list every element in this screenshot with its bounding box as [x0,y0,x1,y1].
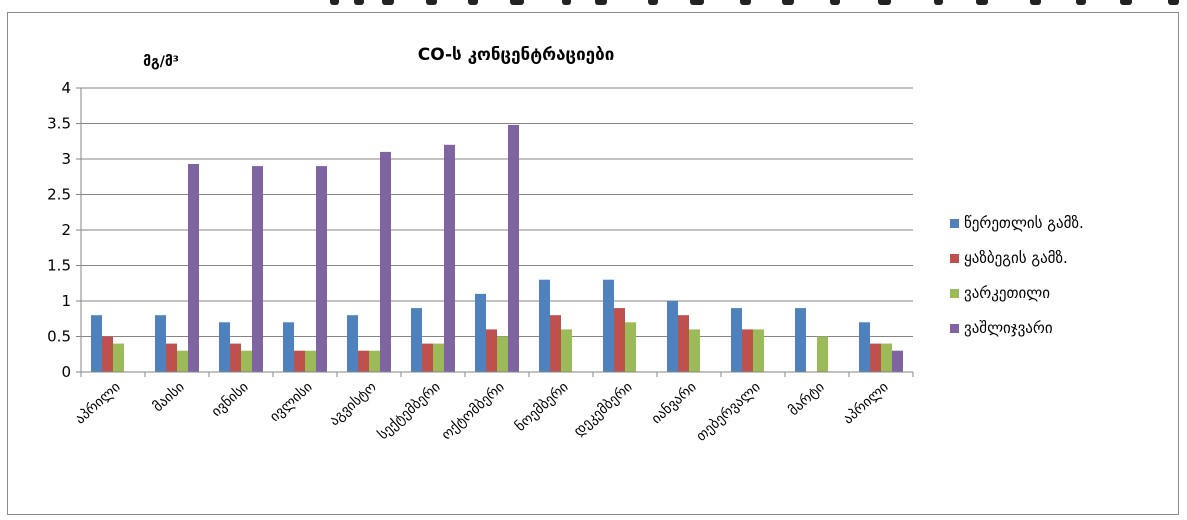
x-tick-label: მარტი [785,378,828,419]
legend-swatch [950,289,959,298]
bar [742,329,753,372]
y-tick-label: 0.5 [47,328,71,346]
bar [177,350,188,372]
x-tick-label: ნოემბერი [512,378,572,434]
axes [80,88,913,373]
bar [539,279,550,372]
legend-entry-label: ყაზბეგის გამზ. [964,249,1068,267]
bar [305,350,316,372]
legend-entry-label: ვაშლიჯვარი [964,319,1053,337]
bar [795,308,806,372]
bar [155,315,166,372]
legend-entry-label: წერეთლის გამზ. [964,214,1084,232]
x-tick-label: იანვარი [648,378,700,427]
legend-swatch [950,254,959,263]
bar [252,166,263,372]
bar [678,315,689,372]
x-tick-labels: აპრილი მაისი ივნისი ივლისი აგვისტოსექტემბერი… [72,378,892,444]
clipped-text-fragment [330,0,1187,7]
bar [422,343,433,372]
bar [347,315,358,372]
bar [188,163,199,372]
x-tick-label: აპრილი [72,378,124,427]
x-tick-label: ივლისი [267,379,316,425]
clipped-text-strokes [330,0,1179,5]
bar [859,322,870,372]
y-tick-label: 2 [61,221,71,239]
bar [817,336,828,372]
bar [625,322,636,372]
x-tick-label: აპრილი [840,378,892,427]
legend-swatch [950,219,959,228]
bar [497,336,508,372]
bar [380,151,391,372]
y-tick-label: 2.5 [47,186,71,204]
bar [316,166,327,372]
bar [475,293,486,372]
legend-swatch [950,324,959,333]
bar [689,329,700,372]
co-concentration-chart: CO-ს კონცენტრაციები მგ/მ³ 0 0.5 1 1.5 2 2.5 3 3… [47,45,1084,445]
bar [753,329,764,372]
y-tick-label: 3 [61,150,71,168]
bar [486,329,497,372]
y-tick-label: 1.5 [47,257,71,275]
x-tick-label: თებერვალი [693,378,764,444]
bar [294,350,305,372]
x-tick-label: მაისი [150,379,188,415]
y-tick-label: 4 [61,79,71,97]
y-tick-label: 1 [61,292,71,310]
x-tick-label: ოქტომბერი [438,378,508,443]
bars [91,124,903,372]
bar [166,343,177,372]
bar [881,343,892,372]
bar [113,343,124,372]
y-tick-label: 0 [61,363,71,381]
bar [230,343,241,372]
bar [358,350,369,372]
x-tick-label: ივნისი [209,379,252,420]
bar [444,144,455,372]
x-tick-label: აგვისტო [326,379,379,429]
bar [508,124,519,372]
bar [667,301,678,372]
bar [369,350,380,372]
bar [433,343,444,372]
bar [614,308,625,372]
legend-entry-label: ვარკეთილი [964,284,1050,302]
bar [411,308,422,372]
x-tick-label: სექტემბერი [374,378,443,443]
chart-title: CO-ს კონცენტრაციები [418,45,615,65]
x-tick-label: დეკემბერი [570,378,636,439]
bar [603,279,614,372]
bar [561,329,572,372]
y-axis-unit-label: მგ/მ³ [143,54,179,70]
bar [870,343,881,372]
bar [283,322,294,372]
y-tick-labels: 0 0.5 1 1.5 2 2.5 3 3.5 4 [47,79,71,381]
bar [550,315,561,372]
bar [91,315,102,372]
bar [102,336,113,372]
bar [241,350,252,372]
legend: წერეთლის გამზ. ყაზბეგის გამზ. ვარკეთილი ვაშ… [950,214,1084,337]
bar [731,308,742,372]
chart-frame: CO-ს კონცენტრაციები მგ/მ³ 0 0.5 1 1.5 2 2.5 3 3… [7,12,1179,515]
y-tick-label: 3.5 [47,115,71,133]
bar [219,322,230,372]
bar [892,350,903,372]
